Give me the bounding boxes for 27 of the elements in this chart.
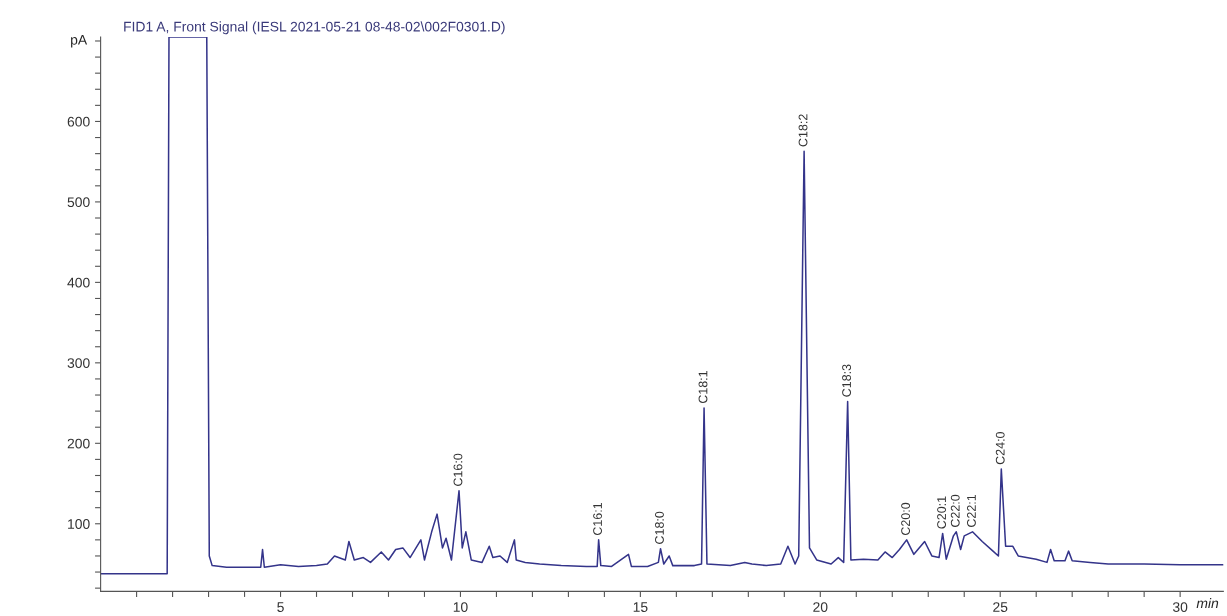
x-tick-label: 20 bbox=[813, 602, 828, 612]
y-axis-title: pA bbox=[71, 35, 88, 48]
y-tick-label: 600 bbox=[67, 116, 90, 127]
annotation: C16:0 bbox=[453, 453, 463, 486]
line-series bbox=[100, 36, 1224, 575]
annotation: C22:1 bbox=[967, 494, 976, 528]
annotation: C20:0 bbox=[901, 502, 911, 536]
annotation: C18:2 bbox=[798, 114, 808, 147]
x-tick-label: 15 bbox=[633, 602, 648, 612]
y-tick-label: 200 bbox=[67, 438, 90, 449]
x-tick-label: 5 bbox=[277, 602, 284, 612]
annotation: C18:0 bbox=[655, 511, 664, 544]
annotation: C16:1 bbox=[593, 502, 602, 536]
y-tick-label: 100 bbox=[68, 519, 90, 529]
x-tick-label: 30 bbox=[1172, 602, 1188, 612]
y-tick-label: 500 bbox=[67, 197, 90, 208]
annotation: C22:0 bbox=[950, 494, 960, 528]
y-tick-label: 300 bbox=[67, 358, 90, 369]
annotation: C24:0 bbox=[995, 432, 1005, 465]
annotation: C18:3 bbox=[842, 364, 851, 397]
x-axis-title: min bbox=[1196, 598, 1219, 609]
chart-title: FID1 A, Front Signal (IESL 2021-05-21 08-48-02\002F0301.D) bbox=[124, 21, 505, 35]
annotation: C18:1 bbox=[698, 370, 708, 404]
y-tick-label: 400 bbox=[67, 277, 90, 288]
x-tick-label: 10 bbox=[453, 602, 468, 612]
x-tick-label: 25 bbox=[993, 602, 1008, 612]
annotation: C20:1 bbox=[937, 496, 946, 529]
